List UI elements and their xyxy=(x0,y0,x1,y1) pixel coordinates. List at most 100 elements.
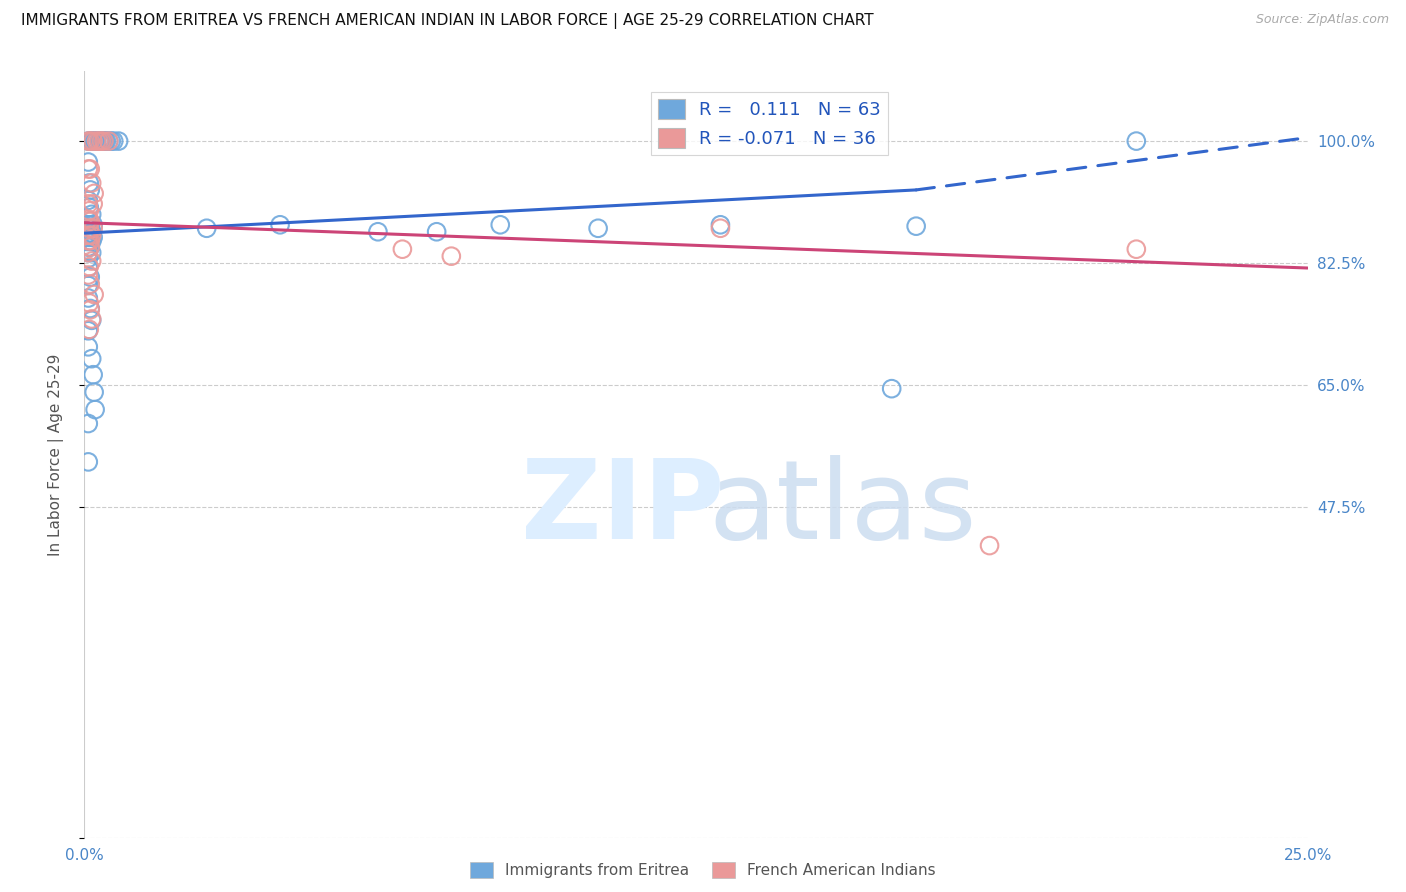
Point xyxy=(77,226,100,240)
Point xyxy=(80,176,103,190)
Point xyxy=(77,203,100,218)
Point xyxy=(83,287,105,301)
Point xyxy=(82,230,104,244)
Point xyxy=(79,234,101,248)
Point xyxy=(80,228,103,243)
Point xyxy=(77,340,100,354)
Point xyxy=(586,221,609,235)
Point xyxy=(97,134,120,148)
Point xyxy=(77,194,100,208)
Point xyxy=(84,402,107,417)
Text: IMMIGRANTS FROM ERITREA VS FRENCH AMERICAN INDIAN IN LABOR FORCE | AGE 25-29 COR: IMMIGRANTS FROM ERITREA VS FRENCH AMERIC… xyxy=(21,13,873,29)
Text: ZIP: ZIP xyxy=(520,455,724,562)
Point xyxy=(86,134,108,148)
Point xyxy=(80,245,103,260)
Point xyxy=(100,134,122,148)
Text: Source: ZipAtlas.com: Source: ZipAtlas.com xyxy=(1256,13,1389,27)
Text: atlas: atlas xyxy=(709,455,977,562)
Point xyxy=(103,134,125,148)
Point xyxy=(426,225,449,239)
Point xyxy=(709,218,731,232)
Point xyxy=(82,197,104,211)
Point xyxy=(79,134,101,148)
Point xyxy=(93,134,115,148)
Point xyxy=(77,240,100,254)
Point xyxy=(77,212,100,227)
Legend: R =   0.111   N = 63, R = -0.071   N = 36: R = 0.111 N = 63, R = -0.071 N = 36 xyxy=(651,92,889,155)
Point xyxy=(91,134,114,148)
Point xyxy=(79,183,101,197)
Point xyxy=(77,235,100,249)
Point xyxy=(79,240,101,254)
Point xyxy=(87,134,110,148)
Point xyxy=(79,277,101,291)
Point xyxy=(195,221,218,235)
Point xyxy=(77,161,100,176)
Point xyxy=(77,176,100,190)
Point xyxy=(82,134,104,148)
Point xyxy=(84,134,107,148)
Point xyxy=(77,155,100,169)
Point xyxy=(80,134,103,148)
Point xyxy=(82,218,104,232)
Point xyxy=(82,368,104,382)
Point xyxy=(79,301,101,316)
Point xyxy=(77,252,100,266)
Point xyxy=(96,134,118,148)
Point xyxy=(90,134,112,148)
Point xyxy=(83,385,105,400)
Point xyxy=(367,225,389,239)
Point xyxy=(86,134,108,148)
Point xyxy=(880,382,903,396)
Legend: Immigrants from Eritrea, French American Indians: Immigrants from Eritrea, French American… xyxy=(464,856,942,884)
Point xyxy=(82,134,104,148)
Point xyxy=(440,249,463,263)
Point xyxy=(79,161,101,176)
Point xyxy=(79,134,101,148)
Point xyxy=(77,245,100,260)
Point xyxy=(82,221,104,235)
Point xyxy=(80,312,103,326)
Point xyxy=(87,134,110,148)
Point xyxy=(77,200,100,214)
Point xyxy=(77,228,100,243)
Point xyxy=(77,322,100,336)
Point xyxy=(77,197,100,211)
Point xyxy=(79,240,101,254)
Point xyxy=(97,134,120,148)
Point xyxy=(80,313,103,327)
Point xyxy=(77,260,100,274)
Point xyxy=(77,278,100,293)
Point xyxy=(489,218,512,232)
Point xyxy=(79,230,101,244)
Point xyxy=(79,270,101,285)
Point xyxy=(77,221,100,235)
Point xyxy=(90,134,112,148)
Point xyxy=(77,417,100,431)
Point xyxy=(1125,134,1147,148)
Point xyxy=(77,291,100,305)
Point xyxy=(80,207,103,221)
Point xyxy=(79,214,101,228)
Point xyxy=(77,324,100,338)
Point xyxy=(77,134,100,148)
Point xyxy=(89,134,111,148)
Point xyxy=(83,186,105,201)
Point xyxy=(979,539,1001,553)
Point xyxy=(269,218,291,232)
Point xyxy=(77,230,100,244)
Point xyxy=(83,134,105,148)
Point xyxy=(77,218,100,232)
Point xyxy=(77,134,100,148)
Point xyxy=(77,234,100,248)
Point xyxy=(79,221,101,235)
Point xyxy=(80,235,103,249)
Point xyxy=(77,455,100,469)
Point xyxy=(905,219,928,234)
Point xyxy=(94,134,117,148)
Point xyxy=(80,226,103,240)
Point xyxy=(77,221,100,235)
Point xyxy=(391,242,413,256)
Point xyxy=(80,254,103,268)
Point xyxy=(80,351,103,366)
